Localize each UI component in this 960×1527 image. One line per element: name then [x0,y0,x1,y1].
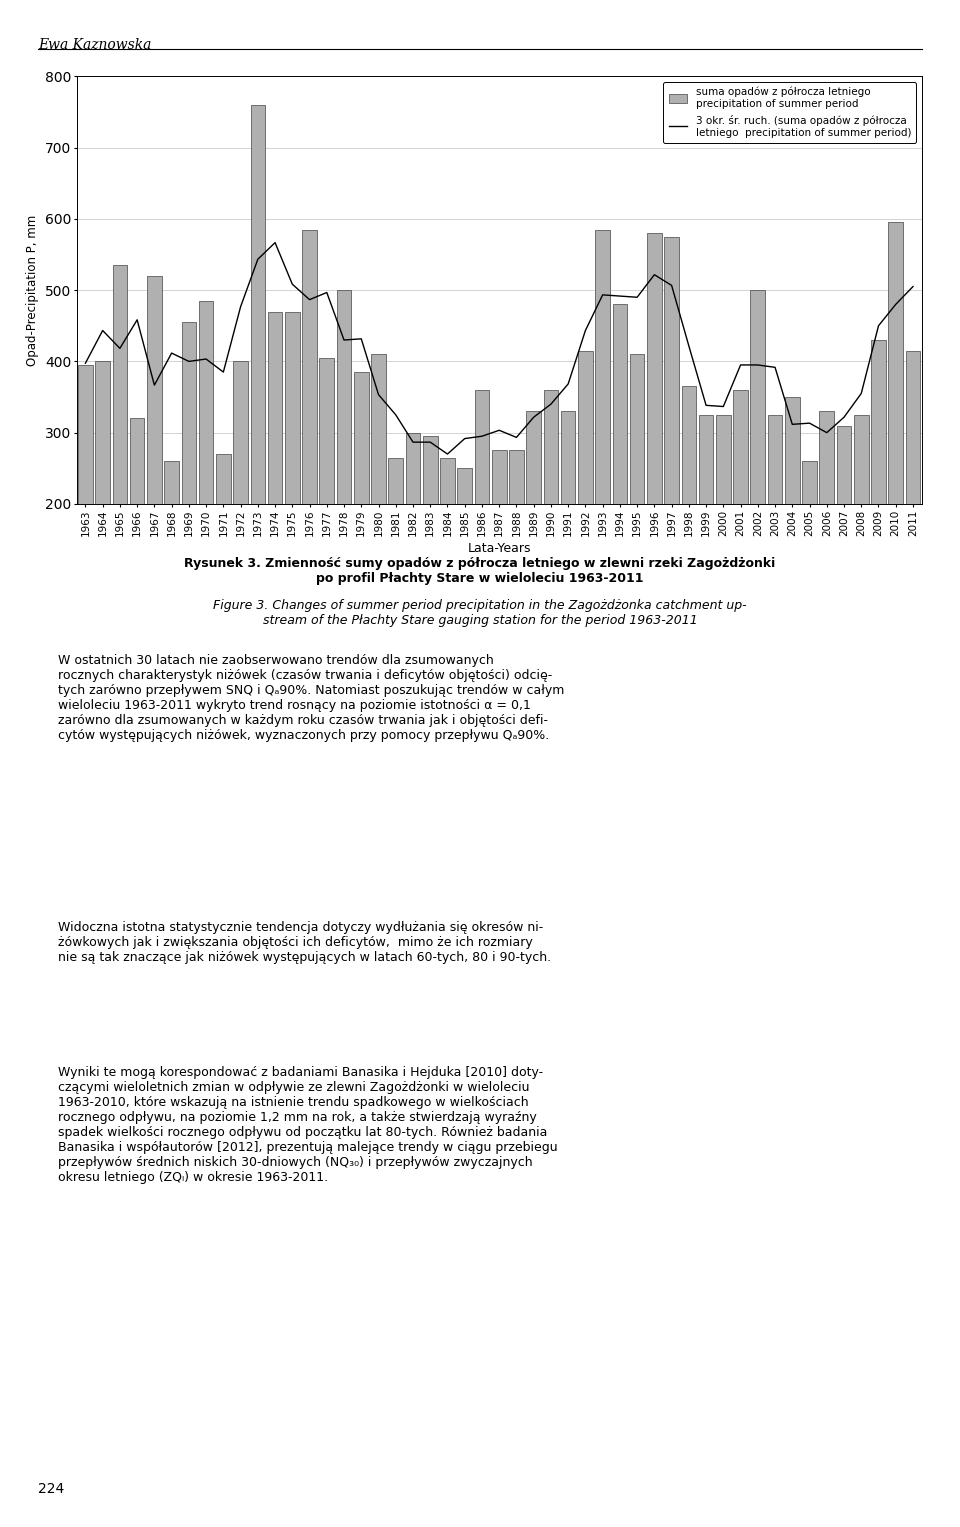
Text: Lata-Years: Lata-Years [468,542,531,556]
Bar [854,415,869,646]
Text: Figure 3. Changes of summer period precipitation in the Zagożdżonka catchment up: Figure 3. Changes of summer period preci… [213,599,747,626]
Bar [768,415,782,646]
Text: Rysunek 3. Zmienność sumy opadów z półrocza letniego w zlewni rzeki Zagożdżonki
: Rysunek 3. Zmienność sumy opadów z półro… [184,557,776,585]
Bar [406,432,420,646]
Bar [699,415,713,646]
Bar [682,386,696,646]
Bar [837,426,852,646]
Text: Widoczna istotna statystycznie tendencja dotyczy wydłużania się okresów ni-
żówk: Widoczna istotna statystycznie tendencja… [58,921,551,964]
Bar [664,237,679,646]
Bar [630,354,644,646]
Bar [78,365,93,646]
Bar [612,304,627,646]
Text: Wyniki te mogą korespondować z badaniami Banasika i Hejduka [2010] doty-
czącymi: Wyniki te mogą korespondować z badaniami… [58,1066,557,1183]
Bar [457,469,472,646]
Bar [354,373,369,646]
Bar [474,389,490,646]
Bar [785,397,800,646]
Y-axis label: Opad-Precipitation P, mm: Opad-Precipitation P, mm [26,214,39,366]
Bar [751,290,765,646]
Bar [95,362,110,646]
Bar [803,461,817,646]
Legend: suma opadów z półrocza letniego
precipitation of summer period, 3 okr. śr. ruch.: suma opadów z półrocza letniego precipit… [663,81,917,144]
Bar [423,437,438,646]
Bar [112,266,128,646]
Text: 224: 224 [38,1483,64,1496]
Bar [216,454,230,646]
Bar [509,450,524,646]
Text: W ostatnich 30 latach nie zaobserwowano trendów dla zsumowanych
rocznych charakt: W ostatnich 30 latach nie zaobserwowano … [58,654,564,742]
Text: Ewa Kaznowska: Ewa Kaznowska [38,38,152,52]
Bar [871,341,886,646]
Bar [543,389,559,646]
Bar [647,234,661,646]
Bar [595,229,610,646]
Bar [130,418,144,646]
Bar [492,450,507,646]
Bar [440,458,455,646]
Bar [561,411,575,646]
Bar [199,301,213,646]
Bar [820,411,834,646]
Bar [285,312,300,646]
Bar [905,351,921,646]
Bar [526,411,541,646]
Bar [578,351,592,646]
Bar [251,105,265,646]
Bar [181,322,196,646]
Bar [372,354,386,646]
Bar [389,458,403,646]
Bar [233,362,248,646]
Bar [733,389,748,646]
Bar [888,223,903,646]
Bar [268,312,282,646]
Bar [164,461,179,646]
Bar [320,357,334,646]
Bar [716,415,731,646]
Bar [147,276,161,646]
Bar [302,229,317,646]
Bar [337,290,351,646]
